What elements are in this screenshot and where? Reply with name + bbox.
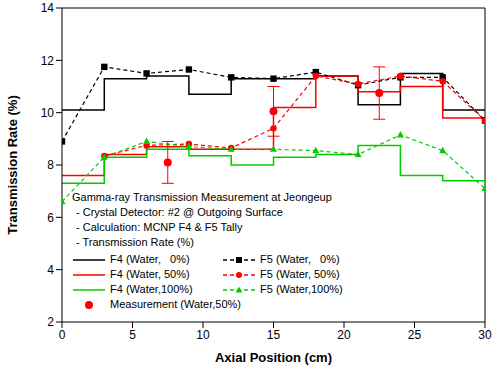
html-text:- Transmission Rate (%): - Transmission Rate (%) bbox=[76, 236, 194, 248]
svg-text:6: 6 bbox=[47, 211, 54, 225]
html-text:Gamma-ray Transmission Measure: Gamma-ray Transmission Measurement at Je… bbox=[72, 191, 332, 203]
html-text:F4 (Water,100%): F4 (Water,100%) bbox=[110, 283, 193, 295]
svg-text:15: 15 bbox=[267, 328, 281, 342]
svg-text:0: 0 bbox=[59, 328, 66, 342]
svg-text:20: 20 bbox=[337, 328, 351, 342]
svg-text:Axial Position (cm): Axial Position (cm) bbox=[215, 350, 332, 365]
html-text:- Crystal Detector: #2 @ Outgo: - Crystal Detector: #2 @ Outgoing Surfac… bbox=[76, 206, 283, 218]
svg-text:5: 5 bbox=[129, 328, 136, 342]
svg-text:Transmission Rate (%): Transmission Rate (%) bbox=[8, 95, 20, 234]
svg-text:30: 30 bbox=[478, 328, 490, 342]
svg-text:10: 10 bbox=[196, 328, 210, 342]
html-text:F5 (Water, 50%): F5 (Water, 50%) bbox=[260, 268, 340, 280]
html-text:Measurement (Water,50%): Measurement (Water,50%) bbox=[110, 298, 241, 310]
svg-text:2: 2 bbox=[47, 315, 54, 329]
svg-text:10: 10 bbox=[41, 106, 55, 120]
html-text:F5 (Water, 0%): F5 (Water, 0%) bbox=[260, 253, 340, 265]
html-text:F4 (Water, 50%): F4 (Water, 50%) bbox=[110, 268, 190, 280]
svg-text:8: 8 bbox=[47, 158, 54, 172]
html-text:- Calculation: MCNP F4 & F5 Ta: - Calculation: MCNP F4 & F5 Tally bbox=[76, 221, 243, 233]
svg-text:4: 4 bbox=[47, 263, 54, 277]
svg-text:14: 14 bbox=[41, 1, 55, 15]
svg-text:12: 12 bbox=[41, 54, 55, 68]
html-text:F5 (Water,100%): F5 (Water,100%) bbox=[260, 283, 343, 295]
svg-text:25: 25 bbox=[408, 328, 422, 342]
html-text:F4 (Water, 0%): F4 (Water, 0%) bbox=[110, 253, 190, 265]
